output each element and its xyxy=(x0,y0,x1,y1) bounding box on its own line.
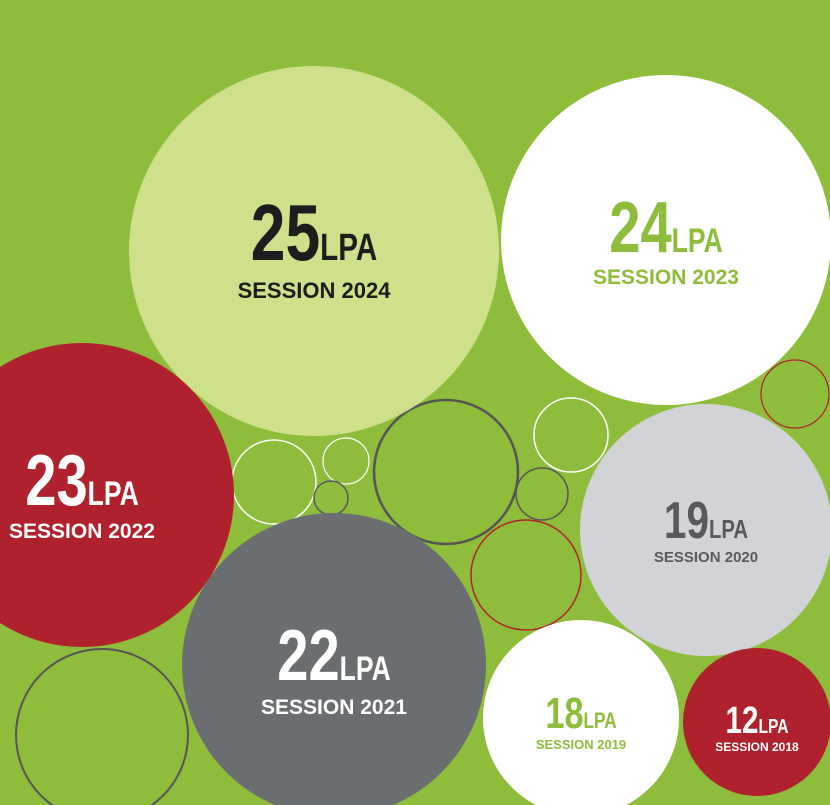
ring xyxy=(533,397,609,473)
unit: LPA xyxy=(672,222,723,260)
unit: LPA xyxy=(584,709,617,734)
unit: LPA xyxy=(709,515,748,544)
bubble-value: 12LPA xyxy=(726,700,789,742)
unit: LPA xyxy=(758,715,788,737)
bubble-label: SESSION 2022 xyxy=(9,520,155,543)
bubble-label: SESSION 2018 xyxy=(715,740,799,754)
bubble-value: 25LPA xyxy=(251,189,377,278)
value: 23 xyxy=(25,440,87,520)
ring xyxy=(515,467,569,521)
bubble xyxy=(0,343,234,647)
ring xyxy=(15,648,189,805)
unit: LPA xyxy=(88,475,139,513)
ring xyxy=(760,359,830,429)
bubble xyxy=(129,66,499,436)
bubble-value: 23LPA xyxy=(25,440,139,520)
unit: LPA xyxy=(320,227,377,269)
bubble-value: 22LPA xyxy=(277,615,391,695)
bubble-value: 18LPA xyxy=(545,689,616,738)
value: 22 xyxy=(277,615,339,695)
bubble xyxy=(501,75,830,405)
bubble-value: 19LPA xyxy=(664,491,748,549)
bubble xyxy=(683,648,830,796)
bubble xyxy=(182,513,486,805)
bubble-label: SESSION 2024 xyxy=(238,278,392,303)
bubble-label: SESSION 2023 xyxy=(593,266,739,289)
value: 19 xyxy=(664,491,709,549)
value: 24 xyxy=(609,187,672,267)
unit: LPA xyxy=(340,650,391,688)
ring xyxy=(470,519,582,631)
bubble xyxy=(580,404,830,656)
ring xyxy=(372,398,520,546)
bubble-label: SESSION 2021 xyxy=(261,696,407,719)
value: 12 xyxy=(726,700,759,742)
value: 18 xyxy=(545,689,583,738)
bubble-value: 24LPA xyxy=(609,187,723,267)
bubble-label: SESSION 2019 xyxy=(536,737,626,752)
value: 25 xyxy=(251,189,320,278)
bubble xyxy=(483,620,679,805)
ring xyxy=(322,437,370,485)
bubble-label: SESSION 2020 xyxy=(654,549,758,566)
